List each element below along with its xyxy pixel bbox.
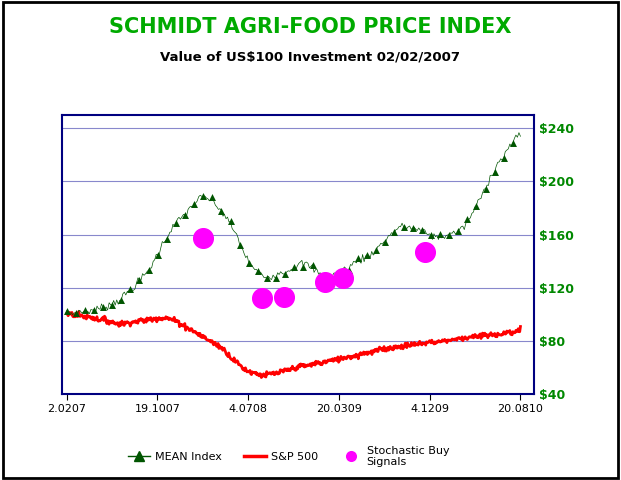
Point — [171, 219, 181, 227]
Text: SCHMIDT AGRI-FOOD PRICE INDEX: SCHMIDT AGRI-FOOD PRICE INDEX — [109, 17, 512, 37]
Point — [317, 273, 327, 281]
Point — [463, 215, 473, 223]
Point — [335, 268, 345, 276]
Point — [125, 285, 135, 293]
Point — [435, 230, 445, 238]
Point — [207, 193, 217, 201]
Point — [271, 274, 281, 282]
Point — [444, 231, 454, 239]
Point — [262, 274, 272, 282]
Point — [307, 261, 317, 268]
Point — [280, 270, 290, 278]
Point — [490, 168, 500, 176]
Point — [189, 200, 199, 208]
Legend: MEAN Index, S&P 500, Stochastic Buy
Signals: MEAN Index, S&P 500, Stochastic Buy Sign… — [124, 441, 453, 471]
Point — [426, 231, 436, 239]
Point — [153, 251, 163, 258]
Point — [371, 246, 381, 254]
Point — [320, 278, 330, 286]
Point — [508, 139, 518, 147]
Point — [162, 235, 172, 243]
Point — [381, 239, 391, 246]
Point — [116, 297, 126, 304]
Point — [71, 309, 81, 317]
Point — [481, 185, 491, 192]
Point — [417, 227, 427, 234]
Point — [61, 307, 71, 314]
Point — [471, 202, 481, 209]
Point — [107, 301, 117, 309]
Point — [80, 307, 90, 314]
Point — [453, 228, 463, 235]
Point — [362, 251, 372, 259]
Point — [143, 266, 153, 274]
Point — [253, 267, 263, 275]
Point — [89, 306, 99, 313]
Point — [499, 155, 509, 162]
Text: Value of US$100 Investment 02/02/2007: Value of US$100 Investment 02/02/2007 — [160, 50, 461, 63]
Point — [289, 264, 299, 271]
Point — [198, 235, 208, 242]
Point — [135, 276, 145, 284]
Point — [408, 225, 418, 232]
Point — [217, 207, 227, 215]
Point — [420, 248, 430, 255]
Point — [279, 293, 289, 300]
Point — [257, 294, 267, 302]
Point — [225, 217, 235, 225]
Point — [244, 259, 254, 267]
Point — [98, 304, 108, 312]
Point — [344, 266, 354, 274]
Point — [326, 275, 336, 282]
Point — [299, 263, 309, 271]
Point — [180, 211, 190, 218]
Point — [198, 192, 208, 200]
Point — [235, 241, 245, 249]
Point — [389, 228, 399, 236]
Point — [399, 223, 409, 231]
Point — [353, 254, 363, 262]
Point — [338, 275, 348, 282]
